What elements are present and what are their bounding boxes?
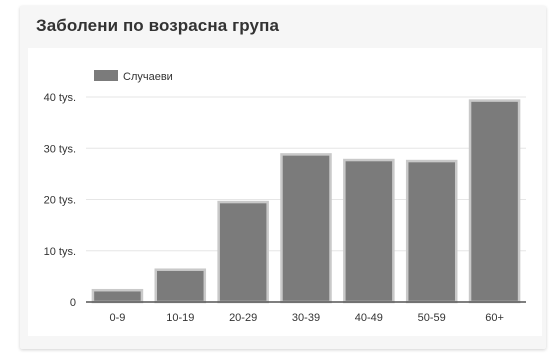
x-tick-label: 0-9 [109, 312, 125, 324]
axes: 0 10 tys. 20 tys. 30 tys. 40 tys. 0-9 10-19 20-… [44, 92, 526, 324]
bar-30-39[interactable] [280, 153, 332, 304]
y-tick-label: 10 tys. [44, 246, 76, 258]
y-tick-label: 0 [70, 297, 76, 309]
y-tick-label: 30 tys. [44, 143, 76, 155]
legend[interactable]: Случаеви [94, 70, 173, 83]
x-tick-label: 10-19 [166, 312, 194, 324]
chart-card: Заболени по возрасна група 0 10 tys. 20 ty… [20, 6, 546, 349]
x-tick-label: 50-59 [418, 312, 446, 324]
bar-0-9[interactable] [91, 288, 144, 304]
y-tick-label: 20 tys. [44, 195, 76, 207]
bar-40-49[interactable] [343, 158, 395, 304]
legend-swatch[interactable] [94, 70, 118, 81]
x-tick-label: 60+ [485, 312, 504, 324]
bar-chart: 0 10 tys. 20 tys. 30 tys. 40 tys. 0-9 10-19 20-… [44, 70, 526, 324]
bar-50-59[interactable] [405, 159, 458, 304]
x-tick-label: 20-29 [229, 312, 257, 324]
legend-label-cases[interactable]: Случаеви [123, 71, 173, 83]
chart-area: 0 10 tys. 20 tys. 30 tys. 40 tys. 0-9 10-19 20-… [28, 48, 542, 336]
bars [91, 99, 521, 304]
bar-60+[interactable] [468, 99, 521, 304]
bar-10-19[interactable] [154, 268, 207, 304]
bar-20-29[interactable] [217, 200, 269, 304]
x-tick-label: 40-49 [355, 312, 383, 324]
x-tick-label: 30-39 [292, 312, 320, 324]
chart-title: Заболени по возрасна група [36, 16, 280, 35]
y-tick-label: 40 tys. [44, 92, 76, 104]
